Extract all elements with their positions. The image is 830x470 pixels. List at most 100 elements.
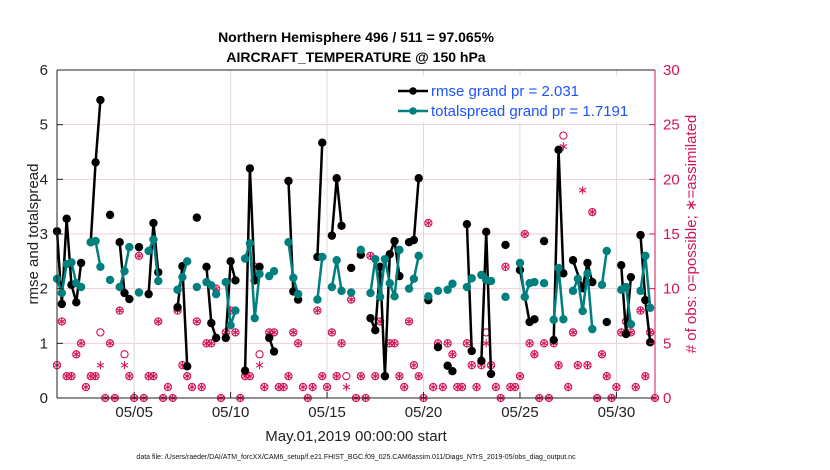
asterisk-stroke bbox=[347, 297, 355, 303]
rmse-point bbox=[568, 256, 578, 265]
asterisk-stroke bbox=[183, 373, 191, 379]
obs-assimilated-marker bbox=[516, 372, 524, 381]
totalspread-point bbox=[67, 258, 76, 267]
rmse-point bbox=[409, 235, 419, 245]
totalspread-point bbox=[573, 274, 583, 284]
obs-assimilated-marker bbox=[135, 251, 143, 260]
asterisk-stroke bbox=[284, 373, 293, 379]
rmse-point bbox=[62, 214, 71, 223]
asterisk-stroke bbox=[366, 253, 375, 259]
rmse-point bbox=[375, 262, 385, 271]
obs-assimilated-marker bbox=[284, 372, 293, 381]
obs-assimilated-marker bbox=[289, 328, 298, 337]
x-axis-label: May.01,2019 00:00:00 start bbox=[265, 428, 447, 445]
asterisk-stroke bbox=[511, 384, 519, 390]
obs-assimilated-marker bbox=[58, 317, 66, 326]
y-right-tick-label: 5 bbox=[663, 335, 671, 352]
y-right-tick-label: 30 bbox=[663, 62, 680, 79]
rmse-point bbox=[207, 318, 216, 328]
obs-assimilated-marker bbox=[492, 383, 500, 392]
obs-assimilated-marker bbox=[501, 262, 510, 271]
asterisk-stroke bbox=[400, 384, 408, 390]
asterisk-stroke bbox=[294, 340, 302, 346]
obs-assimilated-marker bbox=[96, 361, 105, 370]
obs-possible-marker bbox=[255, 350, 264, 359]
rmse-point bbox=[240, 366, 250, 375]
obs-assimilated-marker bbox=[294, 339, 302, 348]
totalspread-point bbox=[621, 282, 631, 292]
asterisk-stroke bbox=[501, 264, 510, 270]
obs-assimilated-marker bbox=[371, 372, 380, 381]
obs-assimilated-marker bbox=[115, 306, 124, 315]
y-right-tick-label: 0 bbox=[663, 390, 671, 407]
rmse-point bbox=[482, 227, 491, 237]
totalspread-point bbox=[255, 269, 264, 279]
totalspread-point bbox=[549, 315, 558, 325]
asterisk-stroke bbox=[521, 231, 529, 237]
totalspread-point bbox=[337, 286, 346, 296]
obs-assimilated-marker bbox=[154, 317, 163, 326]
totalspread-point bbox=[443, 285, 452, 294]
asterisk-stroke bbox=[135, 253, 143, 259]
asterisk-stroke bbox=[458, 384, 466, 390]
legend-box bbox=[382, 76, 654, 122]
rmse-point bbox=[443, 361, 452, 370]
rmse-point bbox=[380, 371, 390, 381]
rmse-point bbox=[264, 333, 274, 343]
data-file-footer: data file: /Users/raeder/DAI/ATM_forcXX/… bbox=[136, 454, 576, 461]
totalspread-point bbox=[626, 320, 636, 329]
asterisk-stroke bbox=[207, 340, 216, 346]
obs-assimilated-marker bbox=[357, 372, 365, 381]
asterisk-stroke bbox=[574, 362, 582, 368]
asterisk-stroke bbox=[578, 187, 587, 193]
totalspread-point bbox=[404, 284, 414, 293]
obs-assimilated-marker bbox=[429, 383, 437, 392]
totalspread-point bbox=[178, 272, 187, 282]
totalspread-point bbox=[192, 282, 202, 292]
totalspread-point bbox=[597, 280, 607, 290]
totalspread-point bbox=[105, 275, 115, 285]
x-tick-label: 05/15 bbox=[308, 404, 346, 421]
totalspread-point bbox=[332, 256, 341, 265]
x-tick-label: 05/30 bbox=[598, 404, 636, 421]
rmse-point bbox=[284, 176, 293, 186]
obs-assimilated-marker bbox=[574, 361, 582, 370]
obs-possible-marker bbox=[342, 371, 351, 381]
asterisk-stroke bbox=[530, 351, 539, 357]
obs-assimilated-marker bbox=[588, 208, 597, 217]
obs-assimilated-marker bbox=[299, 383, 307, 392]
totalspread-point bbox=[221, 277, 230, 287]
totalspread-point bbox=[313, 295, 322, 304]
obs-assimilated-marker bbox=[125, 372, 134, 381]
obs-count-markers bbox=[52, 87, 660, 403]
rmse-point bbox=[332, 174, 341, 183]
rmse-point bbox=[366, 313, 375, 323]
totalspread-point bbox=[318, 252, 327, 262]
asterisk-stroke bbox=[371, 373, 380, 379]
totalspread-point bbox=[240, 254, 250, 263]
asterisk-stroke bbox=[260, 384, 269, 390]
obs-assimilated-marker bbox=[525, 339, 534, 348]
obs-assimilated-marker bbox=[636, 306, 645, 315]
asterisk-stroke bbox=[96, 362, 105, 368]
asterisk-stroke bbox=[482, 340, 490, 346]
rmse-point bbox=[346, 263, 356, 273]
rmse-legend-label: rmse grand pr = 2.031 bbox=[431, 83, 579, 100]
asterisk-stroke bbox=[337, 340, 346, 346]
asterisk-stroke bbox=[554, 362, 563, 368]
rmse-point bbox=[501, 240, 510, 250]
rmse-point bbox=[226, 257, 235, 266]
totalspread-point bbox=[371, 254, 380, 264]
totalspread-point bbox=[380, 254, 390, 264]
totalspread-point bbox=[462, 282, 472, 292]
obs-assimilated-marker bbox=[554, 361, 563, 370]
obs-assimilated-marker bbox=[328, 328, 336, 337]
totalspread-point bbox=[433, 286, 443, 296]
obs-assimilated-marker bbox=[323, 383, 331, 392]
asterisk-stroke bbox=[120, 362, 129, 368]
asterisk-stroke bbox=[631, 384, 640, 390]
totalspread-point bbox=[568, 286, 578, 296]
totalspread-point bbox=[207, 281, 216, 290]
rmse-point bbox=[467, 346, 476, 356]
rmse-point bbox=[173, 303, 182, 312]
